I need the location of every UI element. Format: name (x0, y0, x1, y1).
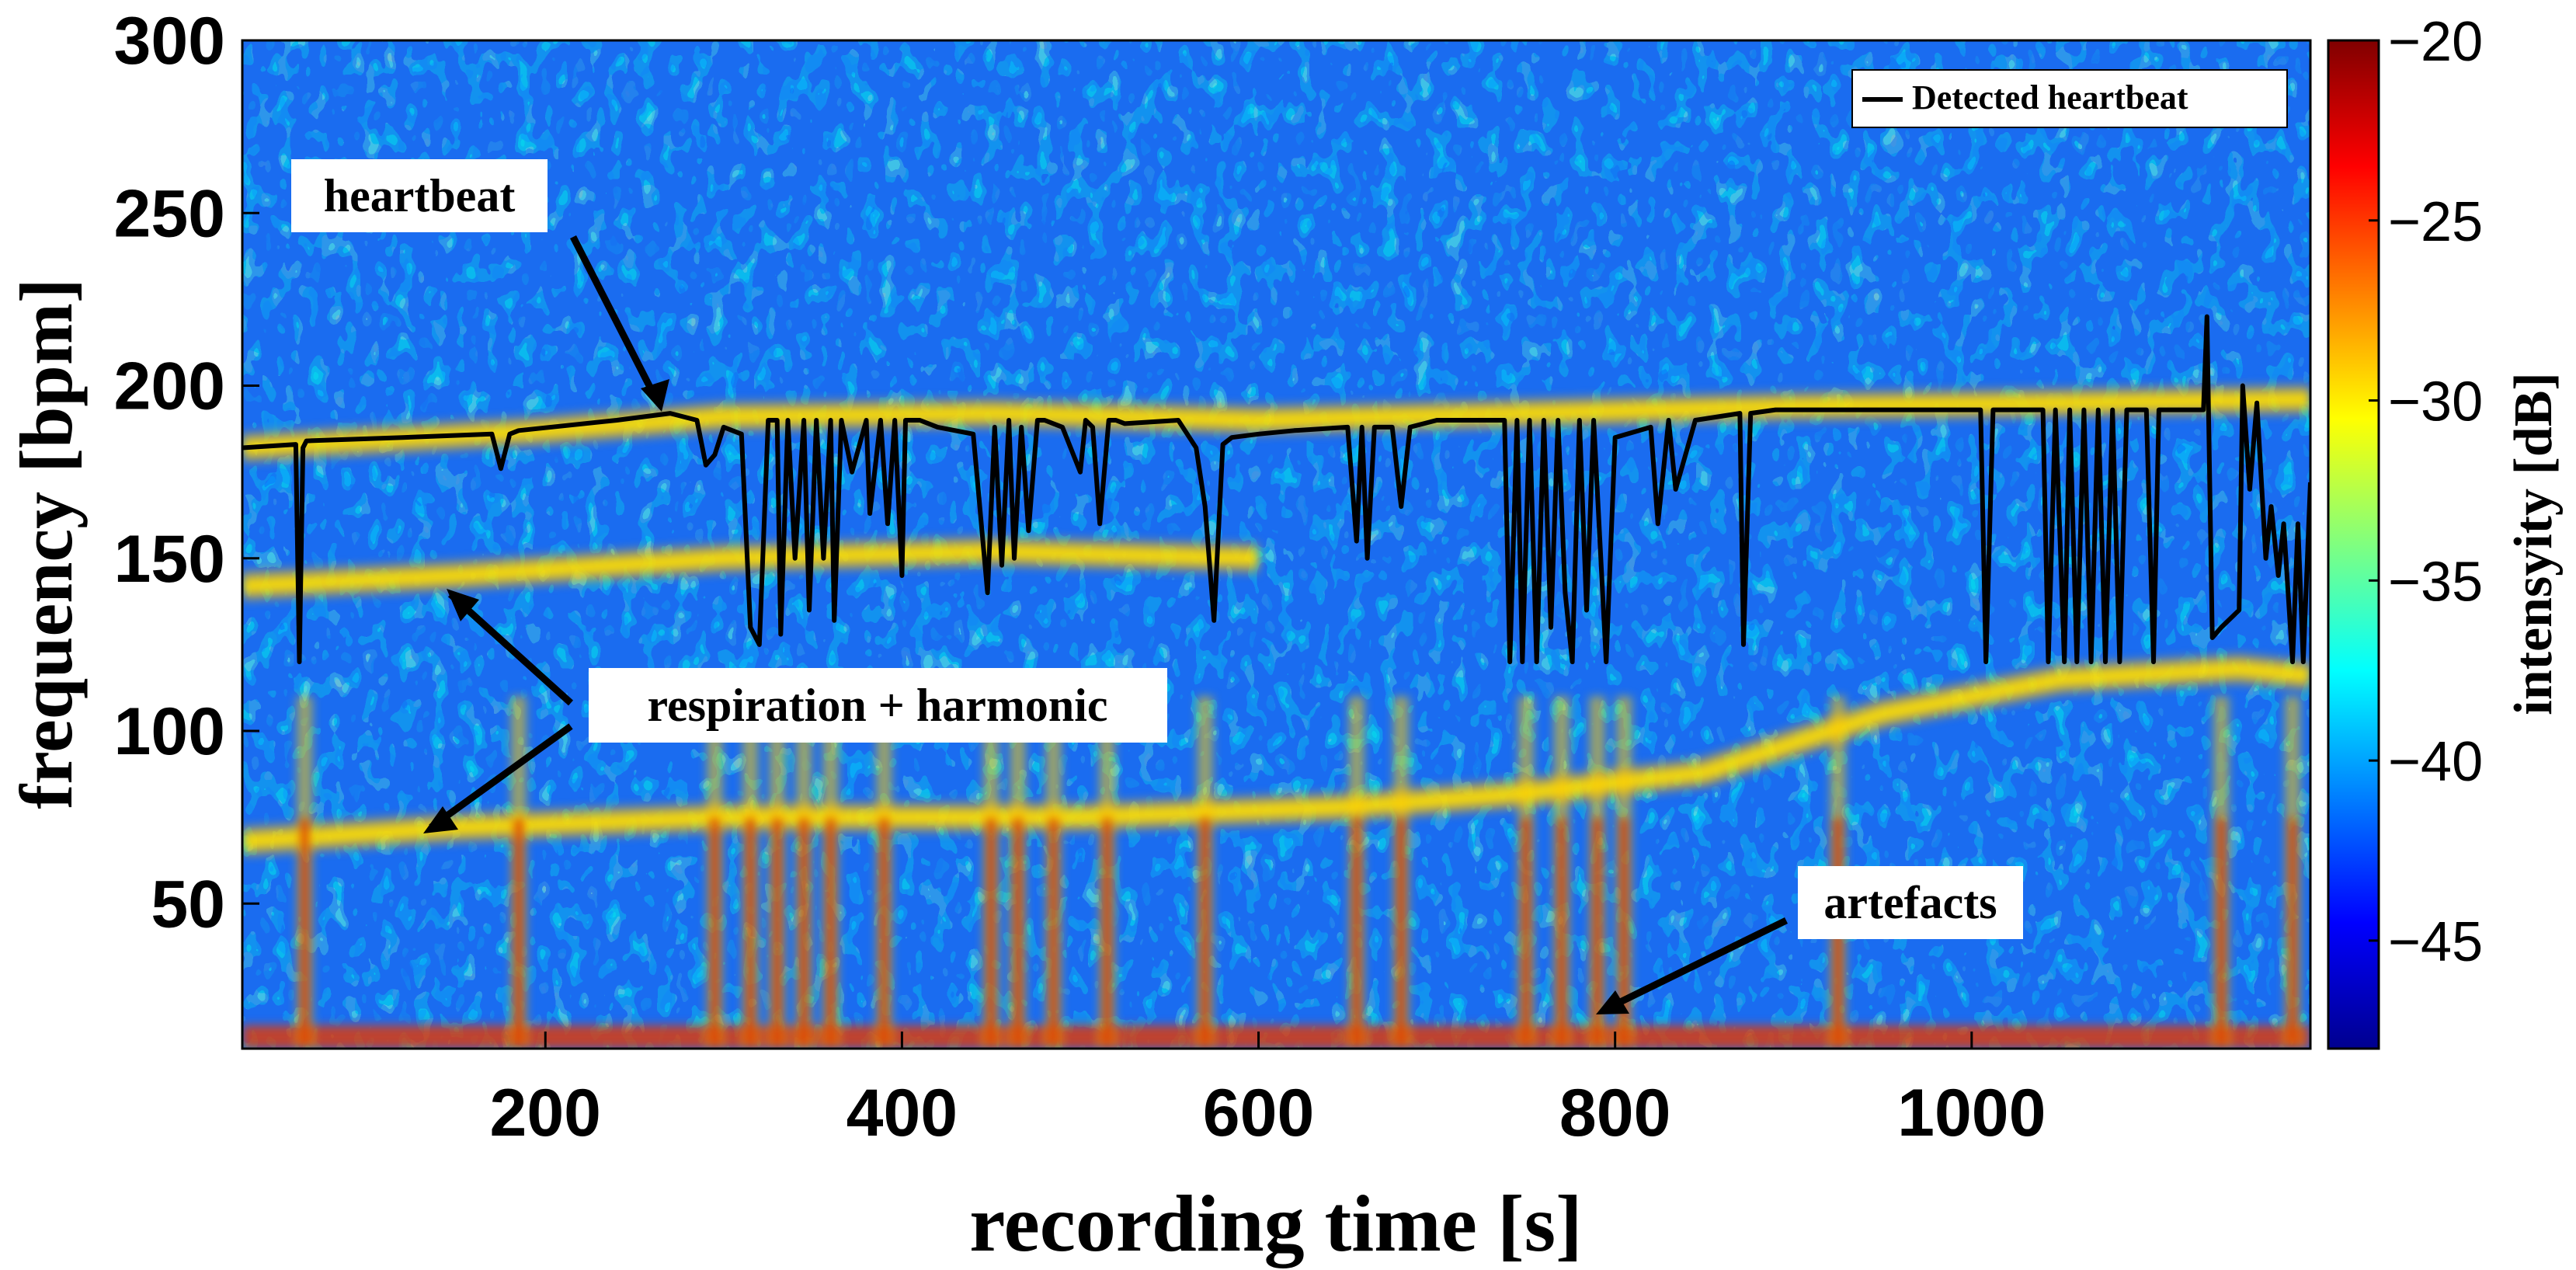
legend-label: Detected heartbeat (1912, 78, 2188, 117)
artefact-column (1351, 817, 1361, 1049)
respiration-arrowhead-upper (447, 589, 479, 621)
artefact-column (772, 817, 782, 1049)
legend: Detected heartbeat (1851, 69, 2288, 128)
respiration-arrow-lower (429, 723, 573, 830)
y-tick-label: 50 (151, 867, 225, 941)
energy-band (242, 392, 2310, 455)
artefacts-label-box (1798, 866, 2023, 939)
heartbeat-arrowhead (641, 379, 669, 412)
artefact-column (1619, 817, 1629, 1049)
artefact-column (1556, 817, 1566, 1049)
artefact-column (799, 817, 809, 1049)
colorbar (2327, 39, 2380, 1050)
artefact-column (2216, 817, 2227, 1049)
x-axis-label: recording time [s] (969, 1179, 1582, 1268)
y-tick-label: 250 (114, 176, 226, 251)
artefacts-arrowhead (1596, 990, 1629, 1014)
y-axis-label: frequency [bpm] (5, 278, 88, 809)
artefact-column (300, 817, 310, 1049)
legend-box (1851, 69, 2288, 128)
x-tick-label: 400 (846, 1076, 958, 1150)
colorbar-tick-label: −40 (2388, 731, 2483, 793)
artefacts-arrow (1606, 917, 1788, 1012)
colorbar-label: intensyity [dB] (2504, 372, 2564, 715)
heartbeat-arrow (569, 235, 662, 405)
artefact-column (1013, 817, 1023, 1049)
artefact-column (1396, 817, 1406, 1049)
artefact-column (826, 817, 836, 1049)
respiration-arrow-upper (447, 591, 574, 706)
artefacts-label: artefacts (1823, 877, 1997, 928)
y-tick-label: 150 (114, 522, 226, 597)
artefact-column (710, 817, 720, 1049)
colorbar-tick-label: −30 (2388, 371, 2483, 433)
x-tick-label: 800 (1559, 1076, 1671, 1150)
x-tick-label: 600 (1203, 1076, 1315, 1150)
colorbar-tick-label: −35 (2388, 551, 2483, 613)
artefact-column (1521, 817, 1531, 1049)
artefact-column (746, 817, 756, 1049)
heartbeat-label-box (291, 159, 548, 232)
colorbar-tick-label: −45 (2388, 911, 2483, 973)
artefact-column (2288, 817, 2298, 1049)
respiration-arrowhead-lower (423, 806, 458, 833)
artefact-column (1592, 817, 1602, 1049)
artefact-column (1048, 817, 1059, 1049)
plot-frame (241, 39, 2312, 1050)
respiration-label: respiration + harmonic (647, 680, 1107, 731)
detected-heartbeat-line (242, 314, 2310, 665)
artefact-column (1102, 817, 1112, 1049)
y-tick-label: 100 (114, 694, 226, 769)
artefact-column (986, 817, 996, 1049)
x-tick-label: 1000 (1897, 1076, 2046, 1150)
y-tick-label: 300 (114, 4, 226, 78)
colorbar-tick-label: −25 (2388, 191, 2483, 253)
low-frequency-band (242, 1025, 2310, 1049)
y-tick-label: 200 (114, 350, 226, 424)
artefact-column (1200, 817, 1210, 1049)
colorbar-tick-label: −20 (2388, 11, 2483, 73)
artefact-column (513, 817, 523, 1049)
x-tick-label: 200 (490, 1076, 602, 1150)
heartbeat-label: heartbeat (324, 170, 516, 221)
respiration-label-box (589, 668, 1167, 743)
artefact-column (879, 817, 889, 1049)
energy-band (242, 544, 1259, 593)
annotations: heartbeat respiration + harmonic artefac… (291, 159, 2023, 1014)
